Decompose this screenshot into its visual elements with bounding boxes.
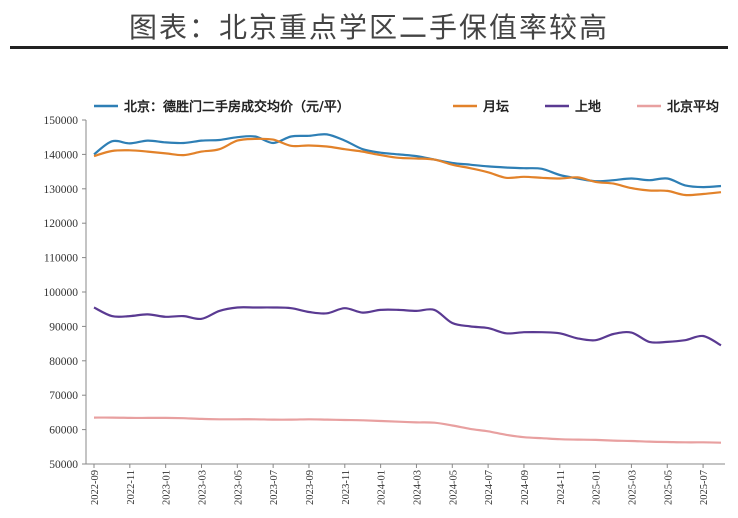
legend-label-3: 北京平均 [667,99,719,115]
x-tick-label: 2024-03 [412,470,423,505]
y-tick-label: 130000 [44,184,79,196]
y-tick-label: 70000 [49,390,78,402]
chart-axes: 50000 60000 70000 80000 90000 100000 110000 120… [44,115,725,505]
y-tick-label: 140000 [44,149,79,161]
x-tick-label: 2022-11 [126,470,137,505]
series-line-2 [93,306,722,347]
x-tick-label: 2024-11 [556,470,567,505]
legend-label-0: 北京：德胜门二手房成交均价（元/平） [124,99,350,115]
x-tick-label: 2024-07 [484,470,495,505]
x-tick-label: 2025-07 [699,470,710,505]
y-tick-label: 50000 [49,459,78,471]
page-title: 图表：北京重点学区二手保值率较高 [128,11,609,44]
x-tick-label: 2024-09 [520,470,531,505]
chart-legend: 北京：德胜门二手房成交均价（元/平） 月坛 上地 北京平均 [94,99,719,115]
y-tick-label: 60000 [49,425,78,437]
x-tick-label: 2025-01 [592,470,603,505]
legend-label-2: 上地 [575,99,601,115]
series-line-0 [93,133,722,189]
x-tick-label: 2023-03 [197,470,208,505]
y-tick-label: 120000 [44,218,79,230]
x-tick-label: 2023-05 [233,470,244,505]
x-tick-label: 2023-07 [269,470,280,505]
series-line-1 [93,137,722,197]
y-tick-label: 80000 [49,356,78,368]
y-tick-label: 110000 [44,253,78,265]
x-tick-label: 2024-05 [448,470,459,505]
title-divider [10,46,728,49]
y-tick-label: 100000 [44,287,79,299]
x-tick-label: 2025-05 [663,470,674,505]
x-tick-label: 2025-03 [627,470,638,505]
x-tick-label: 2024-01 [377,470,388,505]
x-tick-label: 2022-09 [90,470,101,505]
x-tick-label: 2023-09 [305,470,316,505]
series-line-3 [93,416,722,444]
chart-series [93,133,722,444]
x-tick-label: 2023-11 [341,470,352,505]
legend-label-1: 月坛 [482,99,509,115]
y-tick-label: 90000 [49,321,78,333]
x-tick-label: 2023-01 [162,470,173,505]
y-tick-label: 150000 [44,115,79,127]
